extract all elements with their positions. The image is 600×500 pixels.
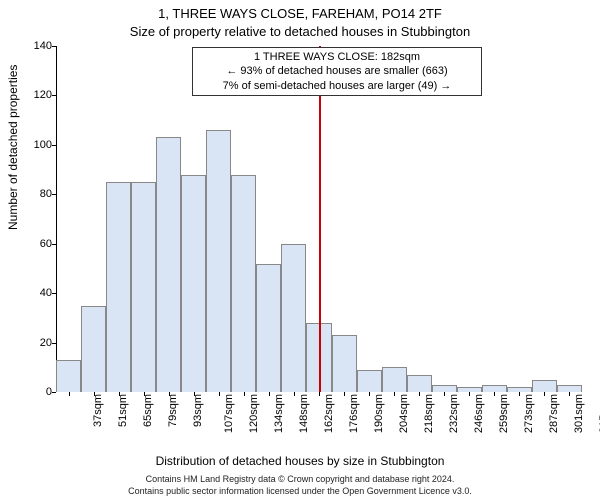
- reference-line: [319, 46, 321, 392]
- chart-title-sub: Size of property relative to detached ho…: [0, 24, 600, 39]
- annotation-box: 1 THREE WAYS CLOSE: 182sqm ← 93% of deta…: [192, 47, 482, 96]
- y-tick: [52, 194, 56, 195]
- x-tick-label: 259sqm: [498, 394, 510, 433]
- y-tick: [52, 392, 56, 393]
- x-tick-label: 93sqm: [192, 394, 204, 427]
- x-tick: [544, 392, 545, 396]
- x-tick-label: 79sqm: [167, 394, 179, 427]
- y-tick: [52, 244, 56, 245]
- x-tick-label: 134sqm: [273, 394, 285, 433]
- histogram-bar: [357, 370, 382, 392]
- x-tick-label: 190sqm: [373, 394, 385, 433]
- y-tick: [52, 95, 56, 96]
- x-tick: [369, 392, 370, 396]
- y-tick: [52, 46, 56, 47]
- footer-copyright: Contains HM Land Registry data © Crown c…: [0, 474, 600, 484]
- x-tick: [569, 392, 570, 396]
- y-tick: [52, 145, 56, 146]
- x-tick: [144, 392, 145, 396]
- x-tick-label: 176sqm: [348, 394, 360, 433]
- y-tick-label: 100: [22, 139, 52, 151]
- histogram-bar: [181, 175, 206, 392]
- x-tick-label: 65sqm: [142, 394, 154, 427]
- x-tick: [169, 392, 170, 396]
- histogram-bar: [106, 182, 131, 392]
- x-tick-label: 287sqm: [549, 394, 561, 433]
- histogram-bar: [557, 385, 582, 392]
- y-tick-label: 60: [22, 238, 52, 250]
- y-tick: [52, 343, 56, 344]
- x-tick-label: 162sqm: [323, 394, 335, 433]
- x-axis-label: Distribution of detached houses by size …: [0, 454, 600, 468]
- x-tick: [444, 392, 445, 396]
- annotation-line-2: ← 93% of detached houses are smaller (66…: [197, 64, 477, 78]
- x-tick-label: 232sqm: [448, 394, 460, 433]
- histogram-bar: [482, 385, 507, 392]
- x-tick: [294, 392, 295, 396]
- x-tick-label: 218sqm: [423, 394, 435, 433]
- histogram-bar: [56, 360, 81, 392]
- x-tick-label: 107sqm: [223, 394, 235, 433]
- x-tick: [469, 392, 470, 396]
- x-tick-label: 148sqm: [298, 394, 310, 433]
- y-tick-label: 0: [22, 386, 52, 398]
- histogram-bar: [156, 137, 181, 392]
- x-tick: [394, 392, 395, 396]
- x-tick: [69, 392, 70, 396]
- y-tick-label: 40: [22, 287, 52, 299]
- y-tick-label: 20: [22, 337, 52, 349]
- histogram-bar: [281, 244, 306, 392]
- x-tick: [419, 392, 420, 396]
- y-tick: [52, 293, 56, 294]
- x-tick-label: 301sqm: [574, 394, 586, 433]
- x-tick: [219, 392, 220, 396]
- y-tick-label: 120: [22, 89, 52, 101]
- histogram-bar: [231, 175, 256, 392]
- chart-title-main: 1, THREE WAYS CLOSE, FAREHAM, PO14 2TF: [0, 6, 600, 21]
- x-tick: [119, 392, 120, 396]
- histogram-bar: [206, 130, 231, 392]
- y-tick-label: 140: [22, 40, 52, 52]
- x-tick: [519, 392, 520, 396]
- x-tick-label: 37sqm: [92, 394, 104, 427]
- x-tick: [244, 392, 245, 396]
- histogram-bar: [131, 182, 156, 392]
- x-tick-label: 51sqm: [117, 394, 129, 427]
- histogram-bar: [256, 264, 281, 393]
- histogram-bar: [81, 306, 106, 393]
- plot-area: 020406080100120140 37sqm51sqm65sqm79sqm9…: [56, 46, 582, 392]
- footer-licence: Contains public sector information licen…: [0, 486, 600, 496]
- annotation-line-3: 7% of semi-detached houses are larger (4…: [197, 79, 477, 93]
- x-tick: [94, 392, 95, 396]
- y-axis-label: Number of detached properties: [6, 65, 20, 230]
- x-tick: [194, 392, 195, 396]
- x-tick: [494, 392, 495, 396]
- x-tick: [344, 392, 345, 396]
- x-tick-label: 246sqm: [473, 394, 485, 433]
- histogram-bar: [382, 367, 407, 392]
- y-tick-label: 80: [22, 188, 52, 200]
- x-tick: [269, 392, 270, 396]
- x-tick-label: 273sqm: [523, 394, 535, 433]
- x-tick-label: 120sqm: [248, 394, 260, 433]
- x-tick: [319, 392, 320, 396]
- histogram-bar: [432, 385, 457, 392]
- x-tick-label: 204sqm: [398, 394, 410, 433]
- histogram-bar: [407, 375, 432, 392]
- histogram-bar: [332, 335, 357, 392]
- histogram-bar: [532, 380, 557, 392]
- annotation-line-1: 1 THREE WAYS CLOSE: 182sqm: [197, 50, 477, 64]
